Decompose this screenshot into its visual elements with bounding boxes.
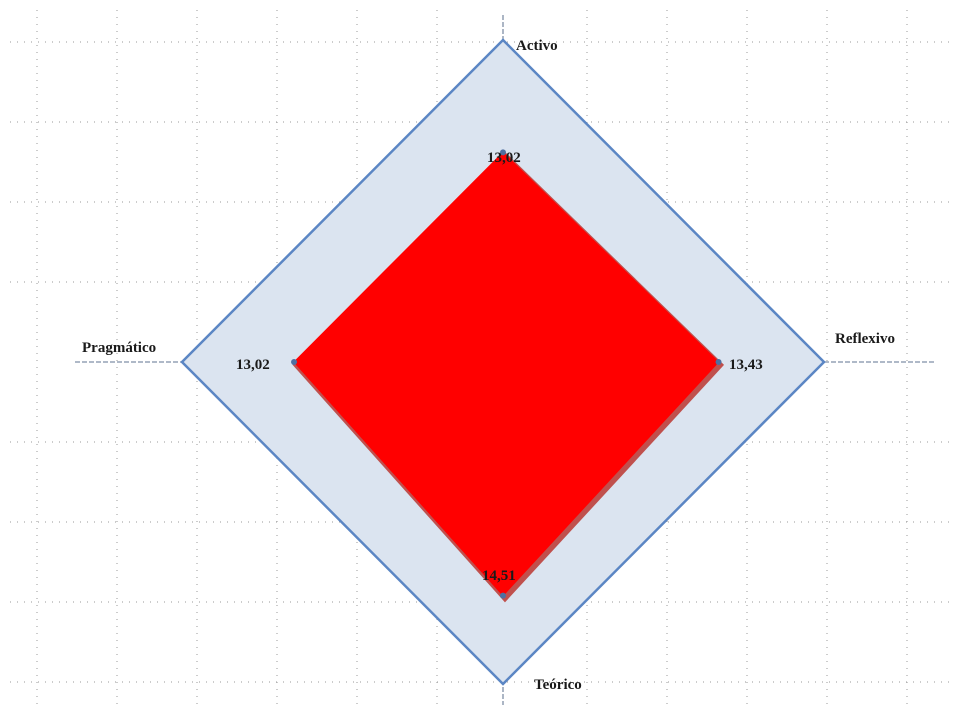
data-point-activo <box>500 149 506 156</box>
data-point-teorico <box>500 592 506 599</box>
axis-label-reflexivo: Reflexivo <box>835 331 895 347</box>
chart-labels: Activo Reflexivo Teórico Pragmático 13,0… <box>82 38 895 693</box>
data-point-reflexivo <box>715 359 722 365</box>
data-points <box>291 149 722 599</box>
axis-label-activo: Activo <box>516 38 558 54</box>
data-label-teorico: 14,51 <box>482 568 516 584</box>
data-label-pragmatico: 13,02 <box>236 357 270 373</box>
data-label-activo: 13,02 <box>487 150 521 166</box>
data-point-pragmatico <box>291 359 298 365</box>
axis-label-pragmatico: Pragmático <box>82 340 156 356</box>
data-label-reflexivo: 13,43 <box>729 357 763 373</box>
axis-label-teorico: Teórico <box>534 677 582 693</box>
